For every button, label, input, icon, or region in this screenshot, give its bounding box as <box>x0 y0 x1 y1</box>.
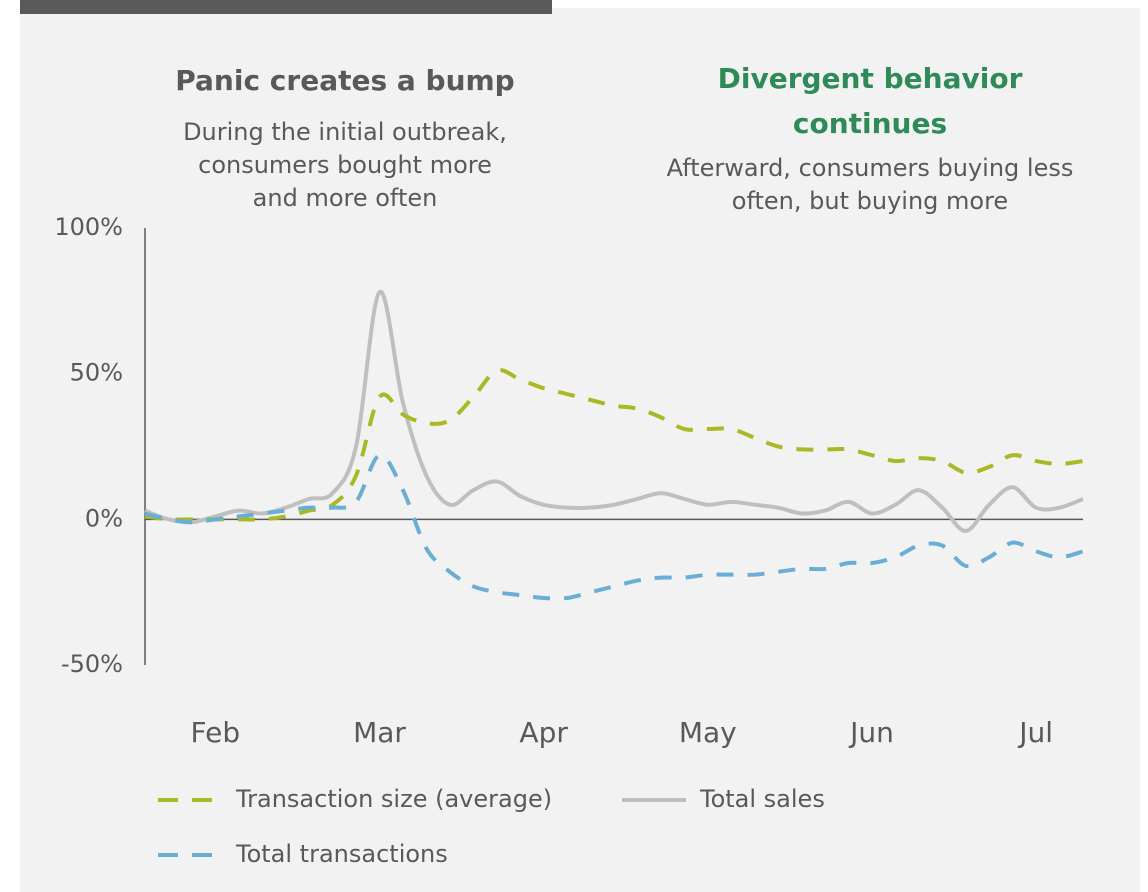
header-bar <box>20 0 552 14</box>
series-line <box>144 368 1084 522</box>
series-line <box>144 453 1084 601</box>
panel <box>20 8 1140 892</box>
x-tick-label: Jun <box>848 716 894 749</box>
y-tick-label: -50% <box>61 650 123 678</box>
annotation-text: Afterward, consumers buying less <box>667 154 1074 182</box>
annotation-text: and more often <box>253 184 438 212</box>
y-tick-label: 100% <box>54 213 123 241</box>
legend-label: Total transactions <box>235 840 448 868</box>
x-tick-label: Feb <box>191 716 241 749</box>
legend-label: Transaction size (average) <box>235 785 552 813</box>
y-tick-label: 0% <box>85 504 123 532</box>
annotation-title: continues <box>793 107 947 140</box>
x-tick-label: May <box>679 716 737 749</box>
annotation-text: often, but buying more <box>732 187 1008 215</box>
annotation-text: During the initial outbreak, <box>183 118 507 146</box>
y-tick-label: 50% <box>70 359 123 387</box>
x-tick-label: Jul <box>1017 716 1053 749</box>
x-tick-label: Mar <box>353 716 406 749</box>
legend-label: Total sales <box>699 785 825 813</box>
annotation-text: consumers bought more <box>198 151 492 179</box>
x-tick-label: Apr <box>519 716 568 749</box>
annotation-title: Panic creates a bump <box>175 64 514 97</box>
annotation-title: Divergent behavior <box>718 62 1023 95</box>
series-line <box>144 290 1084 533</box>
